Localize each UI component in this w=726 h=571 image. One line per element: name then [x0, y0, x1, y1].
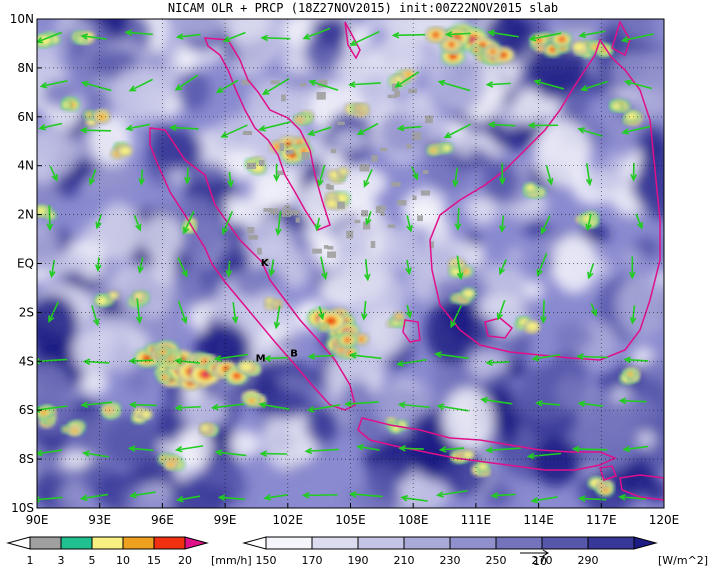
y-tick-label: 4S	[19, 354, 34, 368]
precip-colorbar-swatch	[60, 536, 93, 550]
place-marker-label: K	[261, 258, 270, 269]
olr-colorbar-swatch	[541, 536, 589, 550]
precip-colorbar-label: 5	[89, 554, 96, 567]
x-tick-label: 96E	[151, 513, 174, 527]
olr-colorbar-high-arrow	[633, 536, 658, 550]
precip-colorbar-label: 3	[58, 554, 65, 567]
x-tick-label: 120E	[649, 513, 680, 527]
y-tick-label: EQ	[17, 257, 34, 271]
olr-colorbar-swatch	[495, 536, 543, 550]
precip-colorbar-label: 1	[27, 554, 34, 567]
olr-field	[37, 19, 664, 508]
precip-colorbar-low-arrow	[6, 536, 31, 550]
olr-colorbar-label: 270	[532, 554, 553, 567]
x-tick-label: 99E	[214, 513, 237, 527]
coastline-borneo	[429, 38, 661, 361]
precip-colorbar-swatch	[29, 536, 62, 550]
map-title: NICAM OLR + PRCP (18Z27NOV2015) init:00Z…	[167, 1, 559, 15]
precip-field	[37, 23, 643, 497]
reference-vector-label: 10	[533, 555, 547, 568]
y-tick-label: 10S	[11, 501, 34, 515]
olr-colorbar-label: 230	[440, 554, 461, 567]
olr-colorbar-label: 170	[302, 554, 323, 567]
place-markers: K M B	[256, 258, 298, 364]
x-tick-label: 111E	[461, 513, 492, 527]
olr-colorbar: 150 170 190 210 230 250 270 290 [W/m^2] 10	[242, 536, 708, 568]
place-marker-label: M	[256, 353, 266, 364]
y-tick-label: 8S	[19, 452, 34, 466]
wind-vectors	[37, 27, 654, 504]
x-axis: 90E 93E 96E 99E 102E 105E 108E 111E 114E 117E 120E	[26, 503, 680, 527]
y-tick-label: 2N	[17, 208, 34, 222]
coastline-sumatra	[149, 127, 356, 411]
precip-colorbar-label: 10	[116, 554, 130, 567]
x-tick-label: 114E	[523, 513, 554, 527]
olr-colorbar-swatch	[265, 536, 313, 550]
y-tick-label: 4N	[17, 159, 34, 173]
olr-colorbar-label: 290	[578, 554, 599, 567]
olr-colorbar-swatch	[357, 536, 405, 550]
x-tick-label: 108E	[398, 513, 429, 527]
olr-colorbar-swatch	[449, 536, 497, 550]
coastline-bali	[599, 465, 617, 481]
x-tick-label: 93E	[88, 513, 111, 527]
precip-colorbar-swatch	[91, 536, 124, 550]
y-axis: 10N 8N 6N 4N 2N EQ 2S 4S 6S 8S 10S	[10, 12, 42, 515]
y-tick-label: 6S	[19, 403, 34, 417]
coastline-malay-peninsula	[203, 37, 331, 231]
precip-colorbar-label: 20	[178, 554, 192, 567]
olr-colorbar-label: 210	[394, 554, 415, 567]
olr-colorbar-label: 190	[348, 554, 369, 567]
y-tick-label: 6N	[17, 110, 34, 124]
precip-colorbar-swatch	[153, 536, 186, 550]
y-tick-label: 8N	[17, 61, 34, 75]
olr-colorbar-label: 150	[256, 554, 277, 567]
olr-colorbar-unit: [W/m^2]	[658, 554, 708, 567]
coastline-bangka	[402, 319, 421, 343]
olr-colorbar-swatch	[311, 536, 359, 550]
y-tick-label: 10N	[10, 12, 34, 26]
olr-colorbar-label: 250	[486, 554, 507, 567]
x-tick-label: 105E	[335, 513, 366, 527]
precip-colorbar-swatch	[122, 536, 155, 550]
y-tick-label: 2S	[19, 305, 34, 319]
precip-colorbar-unit: [mm/h]	[211, 554, 252, 567]
reference-vector: 10	[520, 549, 549, 568]
coastline-east-islands	[619, 474, 664, 501]
coastline-south-china-sea-coast	[611, 20, 631, 57]
olr-colorbar-swatch	[587, 536, 635, 550]
x-tick-label: 117E	[586, 513, 617, 527]
olr-colorbar-swatch	[403, 536, 451, 550]
precip-colorbar: 1 3 5 10 15 20 [mm/h]	[6, 536, 252, 567]
coastlines	[149, 20, 664, 501]
precip-colorbar-label: 15	[147, 554, 161, 567]
olr-colorbar-low-arrow	[242, 536, 267, 550]
x-tick-label: 102E	[273, 513, 304, 527]
place-marker-label: B	[290, 348, 298, 359]
x-tick-label: 90E	[26, 513, 49, 527]
precip-colorbar-high-arrow	[184, 536, 209, 550]
coastline-north-island	[344, 21, 361, 60]
